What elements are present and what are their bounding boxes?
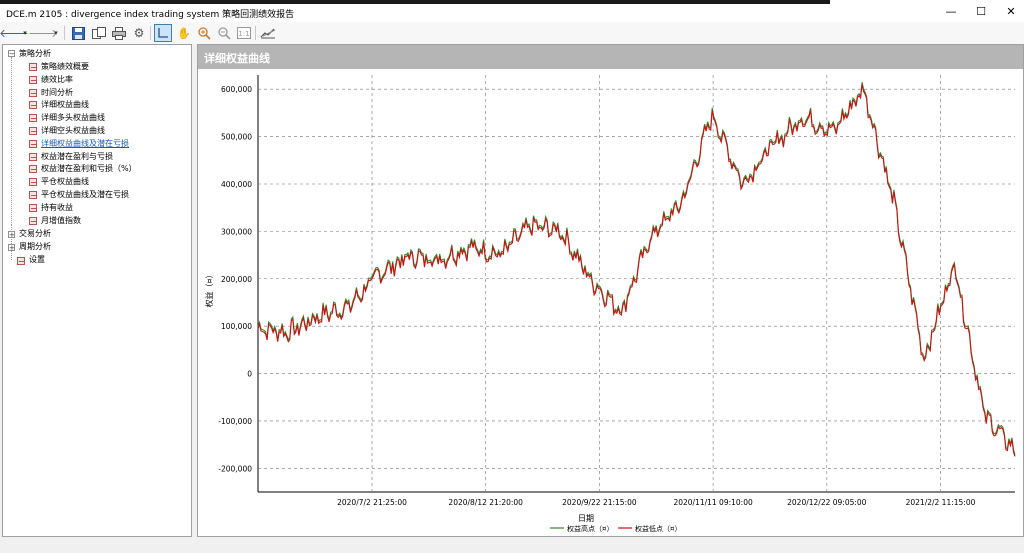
legend-label: 权益高点（¤） [567,524,613,533]
window-title: DCE.m 2105 : divergence index trading sy… [6,10,295,20]
tree-node-strategy-item[interactable]: 时间分析 [41,87,73,97]
y-tick-label: 400,000 [221,180,252,189]
x-tick-label: 2020/12/22 09:05:00 [787,498,867,507]
tree-node-strategy-item[interactable]: 详细多头权益曲线 [41,113,105,123]
close-button[interactable]: ✕ [1006,5,1016,18]
y-tick-label: 500,000 [221,133,252,142]
title-bar: DCE.m 2105 : divergence index trading sy… [0,0,1024,26]
collapse-strategy-analysis-icon[interactable]: − [8,50,15,58]
report-page-icon [29,114,37,123]
toolbar-separator [255,26,256,40]
chart-style-icon[interactable] [259,24,277,42]
tree-node-strategy-item[interactable]: 详细空头权益曲线 [41,126,105,135]
x-axis-ticks: 2020/7/2 21:25:00 2020/8/12 21:20:00 2020/… [337,498,975,507]
y-tick-label: 600,000 [221,85,252,94]
hand-icon[interactable]: ✋ [177,26,191,40]
y-axis-label: 权益（¤） [204,270,214,307]
y-axis-ticks: 600,000 500,000 400,000 300,000 200,000 100,0… [218,85,252,473]
report-page-icon [29,139,37,148]
report-page-icon [29,191,37,199]
status-bar [0,540,1024,553]
legend-label: 权益低点（¤） [635,524,681,533]
zoom-reset-icon[interactable]: 1:1 [235,24,253,42]
x-tick-label: 2020/8/12 21:20:00 [448,498,523,507]
x-tick-label: 2021/2/2 11:15:00 [906,498,976,507]
report-page-icon [29,165,37,174]
zoom-out-icon[interactable] [215,24,233,42]
maximize-button[interactable]: ☐ [976,5,986,18]
report-page-icon [29,75,37,84]
minimize-button[interactable]: — [945,5,957,18]
x-tick-label: 2020/7/2 21:25:00 [337,498,407,507]
back-icon[interactable]: 🡐 [0,27,29,40]
report-page-icon [29,63,37,71]
report-page-icon [29,152,37,161]
tree-node-strategy-item[interactable]: 权益潜在盈利和亏损（%） [41,164,137,174]
chart-grid [257,75,1015,493]
zoom-in-icon[interactable] [195,24,213,42]
tree-node-settings[interactable]: 设置 [29,255,45,264]
svg-text:1:1: 1:1 [238,30,249,38]
equity-low-line [257,84,1016,457]
expand-period-analysis-icon[interactable]: + [8,244,15,252]
dropdown-icon[interactable]: ▾ [54,29,58,37]
tree-node-strategy-item[interactable]: 详细权益曲线 [41,100,89,110]
chart-panel-title: 详细权益曲线 [204,52,270,65]
toolbar-separator [150,26,151,40]
copy-icon[interactable] [90,24,108,42]
chart-panel: 详细权益曲线 600,000 500,000 400,000 300,000 200,0… [197,44,1024,537]
report-page-icon [29,216,37,225]
report-page-icon [29,178,37,187]
toolbar-separator [64,26,65,40]
tree-node-strategy-item[interactable]: 绩效比率 [41,74,73,84]
background-window-strip [0,0,830,4]
y-tick-label: 300,000 [221,227,252,236]
report-page-icon [29,101,37,110]
tree-node-strategy-item[interactable]: 策略绩效概要 [41,62,89,71]
tree-node-strategy-item[interactable]: 权益潜在盈利与亏损 [41,151,113,161]
equity-high-line [257,82,1016,455]
save-icon[interactable] [69,24,87,42]
y-tick-label: 0 [247,370,252,379]
report-page-icon [29,127,37,135]
y-tick-label: -100,000 [218,417,252,426]
tree-node-strategy-item[interactable]: 月增值指数 [41,215,81,225]
tree-node-strategy-item[interactable]: 平仓权益曲线 [41,177,89,187]
tree-guide-line [11,225,13,260]
y-tick-label: 100,000 [221,322,252,331]
x-tick-label: 2020/11/11 09:10:00 [673,498,753,507]
print-icon[interactable] [110,24,128,42]
y-tick-label: -200,000 [218,464,252,473]
tree-node-strategy-item[interactable]: 持有收益 [41,202,73,212]
analysis-tree-panel: − 策略分析 策略绩效概要 绩效比率时间分析详细权益曲线详细多头权益曲线 详细空头权… [2,44,192,537]
tree-node-period-analysis[interactable]: 周期分析 [19,242,51,251]
settings-icon[interactable]: ⚙ [133,26,145,40]
toolbar: 🡐 ▾ 🡒 ▾ ⚙ ✋ 1:1 [0,22,1024,44]
tree-node-strategy-analysis[interactable]: 策略分析 [19,49,51,58]
report-page-icon [29,203,37,212]
tree-guide-line [11,57,13,225]
x-tick-label: 2020/9/22 21:15:00 [562,498,637,507]
expand-trade-analysis-icon[interactable]: + [8,231,15,239]
y-tick-label: 200,000 [221,275,252,284]
forward-icon[interactable]: 🡒 [28,27,58,40]
crosshair-icon[interactable] [154,24,172,42]
tree-node-trade-analysis[interactable]: 交易分析 [19,229,51,238]
tree-node-strategy-item[interactable]: 平仓权益曲线及潜在亏损 [41,190,129,199]
chart-series [257,82,1016,457]
x-axis-label: 日期 [578,514,594,523]
chart-legend: 权益高点（¤） 权益低点（¤） [550,524,681,533]
report-page-icon [29,88,37,97]
dropdown-icon[interactable]: ▾ [23,29,27,37]
chart-panel-header: 详细权益曲线 [198,45,1023,69]
tree-node-strategy-item[interactable]: 详细权益曲线及潜在亏损 [41,138,129,148]
settings-node-icon [17,257,25,265]
equity-chart[interactable]: 600,000 500,000 400,000 300,000 200,000 100,0… [198,69,1023,536]
